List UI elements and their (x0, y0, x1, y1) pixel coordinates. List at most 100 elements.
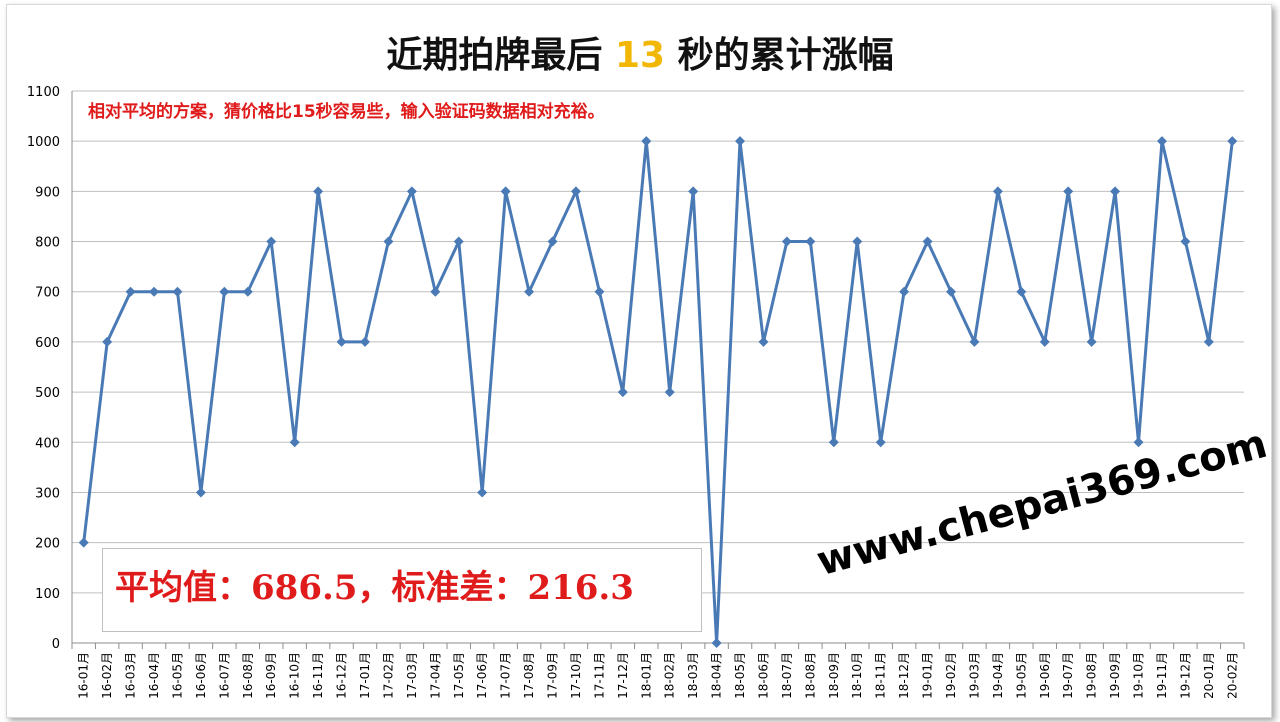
x-tick-label: 16-07月 (217, 652, 231, 699)
x-tick-label: 19-11月 (1155, 652, 1169, 699)
x-tick-label: 17-12月 (616, 652, 630, 699)
x-tick-label: 18-05月 (733, 652, 747, 699)
chart-title: 近期拍牌最后 13 秒的累计涨幅 (0, 26, 1280, 78)
data-point (688, 186, 699, 197)
data-point (360, 336, 370, 347)
data-point (1227, 136, 1238, 147)
title-highlight: 13 (614, 35, 666, 76)
x-tick-label: 19-04月 (991, 652, 1005, 699)
data-point (289, 437, 300, 448)
x-tick-label: 16-10月 (288, 652, 302, 699)
x-tick-label: 16-01月 (77, 652, 91, 699)
x-tick-label: 17-05月 (452, 652, 466, 699)
x-tick-label: 20-01月 (1202, 652, 1216, 699)
y-tick-label: 200 (35, 537, 60, 552)
data-point (992, 186, 1003, 197)
data-point (266, 236, 277, 247)
x-tick-label: 17-11月 (592, 652, 606, 699)
x-tick-label: 18-02月 (663, 652, 677, 699)
y-tick-label: 1100 (27, 85, 60, 100)
data-point (1180, 236, 1191, 247)
data-point (875, 437, 886, 448)
x-tick-label: 19-02月 (944, 652, 958, 699)
x-tick-label: 17-04月 (428, 652, 442, 699)
data-point (1203, 336, 1214, 347)
data-point (805, 236, 816, 247)
data-point (641, 136, 652, 147)
data-point (1039, 336, 1050, 347)
x-tick-label: 17-07月 (499, 652, 513, 699)
data-point (219, 286, 230, 297)
data-point (477, 487, 488, 498)
data-point (78, 537, 89, 548)
x-tick-label: 19-06月 (1038, 652, 1052, 699)
data-point (1063, 186, 1074, 197)
data-point (430, 286, 441, 297)
x-tick-label: 16-11月 (311, 652, 325, 699)
y-tick-label: 1000 (27, 135, 60, 150)
x-tick-label: 20-02月 (1225, 652, 1239, 699)
y-tick-label: 900 (35, 185, 60, 200)
y-tick-label: 300 (35, 486, 60, 501)
title-suffix: 秒的累计涨幅 (665, 35, 894, 76)
data-point (899, 286, 910, 297)
data-point (453, 236, 464, 247)
x-tick-label: 19-09月 (1108, 652, 1122, 699)
axes (71, 91, 1245, 649)
data-point (547, 236, 558, 247)
data-point (946, 286, 956, 297)
x-tick-label: 18-12月 (897, 652, 911, 699)
y-tick-label: 400 (35, 436, 60, 451)
x-axis-ticks: 16-01月 16-02月 16-03月 16-04月 16-05月 16-06月 16-0… (77, 652, 1240, 699)
x-tick-label: 17-10月 (569, 652, 583, 699)
data-point (524, 286, 535, 297)
y-tick-label: 800 (35, 236, 60, 251)
x-tick-label: 16-03月 (124, 652, 138, 699)
x-tick-label: 18-03月 (686, 652, 700, 699)
data-point (617, 387, 628, 398)
data-point (781, 236, 792, 247)
x-tick-label: 16-12月 (335, 652, 349, 699)
data-point (195, 487, 206, 498)
y-axis-ticks: 0 100 200 300 400 500 600 700 800 900 1000 1100 (27, 85, 60, 652)
data-point (149, 286, 160, 297)
data-point (1133, 437, 1144, 448)
x-tick-label: 16-06月 (194, 652, 208, 699)
stats-text: 平均值：686.5，标准差：216.3 (115, 568, 634, 608)
data-point (102, 336, 113, 347)
x-tick-label: 18-06月 (756, 652, 770, 699)
data-point (1086, 336, 1097, 347)
y-tick-label: 600 (35, 336, 60, 351)
data-point (172, 286, 183, 297)
data-point (383, 236, 394, 247)
x-tick-label: 18-01月 (639, 652, 653, 699)
data-point (758, 336, 769, 347)
x-tick-label: 18-11月 (874, 652, 888, 699)
x-tick-label: 18-08月 (803, 652, 817, 699)
series-line-path (82, 139, 1234, 645)
data-point (500, 186, 511, 197)
x-tick-label: 19-03月 (967, 652, 981, 699)
x-tick-label: 18-07月 (780, 652, 794, 699)
x-tick-label: 19-07月 (1061, 652, 1075, 699)
data-point (313, 186, 324, 197)
data-point (242, 286, 253, 297)
y-tick-label: 100 (35, 587, 60, 602)
data-point (922, 236, 933, 247)
series-line (78, 136, 1238, 648)
x-tick-label: 17-06月 (475, 652, 489, 699)
data-point (1156, 136, 1167, 147)
x-tick-label: 16-05月 (170, 652, 184, 699)
data-point (969, 336, 980, 347)
x-tick-label: 16-09月 (264, 652, 278, 699)
data-point (1110, 186, 1121, 197)
chart-note: 相对平均的方案，猜价格比15秒容易些，输入验证码数据相对充裕。 (88, 102, 605, 122)
x-tick-label: 17-08月 (522, 652, 536, 699)
x-tick-label: 18-09月 (827, 652, 841, 699)
x-tick-label: 17-09月 (546, 652, 560, 699)
data-point (664, 387, 675, 398)
x-tick-label: 19-12月 (1178, 652, 1192, 699)
x-tick-label: 19-08月 (1085, 652, 1099, 699)
x-tick-label: 17-01月 (358, 652, 372, 699)
data-point (125, 286, 136, 297)
